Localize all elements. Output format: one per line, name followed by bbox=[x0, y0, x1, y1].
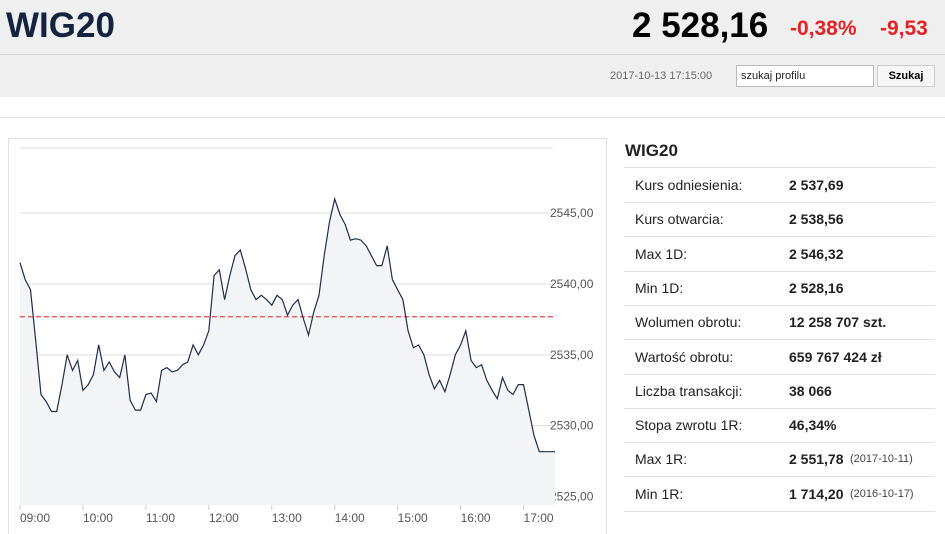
row-value: 1 714,20 bbox=[789, 485, 844, 502]
separator bbox=[0, 117, 945, 118]
table-row: Wartość obrotu: 659 767 424 zł bbox=[624, 340, 935, 375]
y-tick-label: 2525,00 bbox=[550, 490, 594, 504]
y-tick-label: 2545,00 bbox=[550, 206, 594, 220]
x-tick-label: 09:00 bbox=[20, 511, 50, 525]
x-tick-label: 11:00 bbox=[146, 511, 175, 525]
table-row: Kurs otwarcia: 2 538,56 bbox=[624, 202, 935, 238]
row-value: 12 258 707 szt. bbox=[789, 314, 887, 331]
row-label: Kurs odniesienia: bbox=[635, 177, 743, 193]
search-button[interactable]: Szukaj bbox=[877, 65, 935, 87]
row-value: 2 546,32 bbox=[789, 245, 844, 262]
row-label: Max 1R: bbox=[635, 451, 688, 468]
chart: 2525,00 2530,00 2535,00 2540,00 2545,00 09:00… bbox=[8, 138, 607, 534]
row-label: Max 1D: bbox=[635, 245, 688, 262]
x-tick-label: 13:00 bbox=[272, 511, 302, 525]
row-label: Liczba transakcji: bbox=[635, 382, 743, 399]
y-tick-label: 2535,00 bbox=[550, 348, 594, 362]
x-tick-label: 14:00 bbox=[335, 511, 365, 525]
table-border bbox=[624, 134, 935, 168]
table-row: Min 1R: 1 714,20 (2016-10-17) bbox=[624, 477, 935, 512]
row-value: 659 767 424 zł bbox=[789, 348, 882, 365]
y-tick-label: 2530,00 bbox=[550, 419, 594, 433]
x-tick-label: 15:00 bbox=[398, 511, 428, 525]
table-row: Kurs odniesienia: 2 537,69 bbox=[624, 168, 935, 203]
separator bbox=[0, 54, 945, 55]
table-row: Max 1R: 2 551,78 (2017-10-11) bbox=[624, 442, 935, 478]
x-tick-label: 10:00 bbox=[83, 511, 113, 525]
row-note: (2017-10-11) bbox=[850, 453, 913, 466]
change-pct: -0,38% bbox=[790, 17, 857, 40]
table-row: Liczba transakcji: 38 066 bbox=[624, 374, 935, 409]
row-value: 2 551,78 bbox=[789, 451, 844, 468]
x-tick-label: 12:00 bbox=[209, 511, 239, 525]
price: 2 528,16 bbox=[632, 6, 769, 45]
search-input[interactable]: szukaj profilu bbox=[736, 65, 874, 87]
row-label: Wolumen obrotu: bbox=[635, 314, 742, 331]
row-label: Stopa zwrotu 1R: bbox=[635, 417, 743, 434]
row-value: 2 528,16 bbox=[789, 279, 844, 296]
header-bar: WIG20 2 528,16 -0,38% -9,53 2017-10-13 1… bbox=[0, 0, 945, 97]
row-note: (2016-10-17) bbox=[850, 487, 914, 500]
area-fill bbox=[20, 199, 555, 505]
table-row: Wolumen obrotu: 12 258 707 szt. bbox=[624, 305, 935, 341]
table-row: Stopa zwrotu 1R: 46,34% bbox=[624, 408, 935, 444]
price-line bbox=[19, 196, 555, 453]
row-label: Wartość obrotu: bbox=[635, 348, 734, 365]
row-label: Min 1D: bbox=[635, 279, 684, 296]
y-tick-label: 2540,00 bbox=[550, 277, 594, 291]
table-row: Min 1D: 2 528,16 bbox=[624, 271, 935, 306]
table-row: Max 1D: 2 546,32 bbox=[624, 237, 935, 272]
title: WIG20 bbox=[6, 6, 115, 45]
row-label: Min 1R: bbox=[635, 485, 684, 502]
change: -9,53 bbox=[880, 17, 928, 40]
timestamp: 2017-10-13 17:15:00 bbox=[610, 70, 713, 82]
row-value: 2 538,56 bbox=[789, 211, 844, 228]
row-value: 46,34% bbox=[789, 417, 837, 434]
row-value: 2 537,69 bbox=[789, 177, 844, 193]
row-value: 38 066 bbox=[789, 382, 832, 399]
x-tick-label: 17:00 bbox=[524, 511, 554, 525]
x-tick-label: 16:00 bbox=[461, 511, 491, 525]
row-label: Kurs otwarcia: bbox=[635, 211, 724, 228]
table-title: WIG20 bbox=[625, 141, 678, 160]
